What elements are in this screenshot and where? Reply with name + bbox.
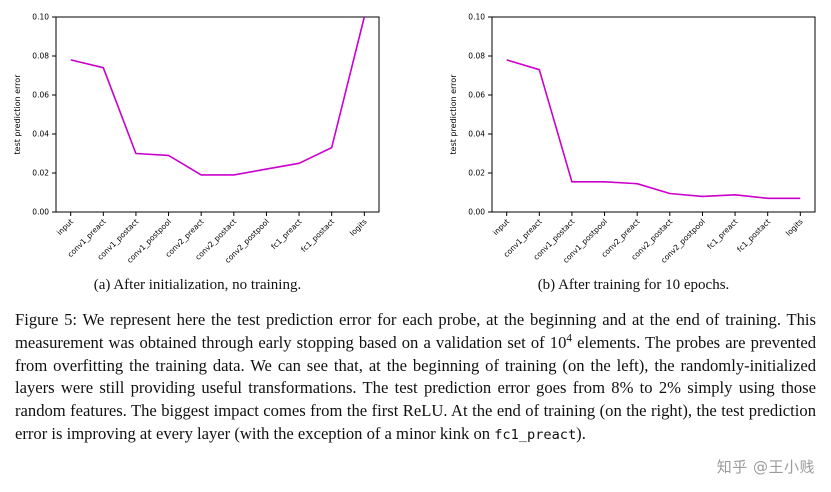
y-tick-label: 0.10 [32,13,49,22]
paper-figure-page: 0.00 0.02 0.04 0.06 0.08 0.10 input conv1_preac… [8,8,823,476]
x-tick-label: input [491,217,511,237]
y-tick-label: 0.06 [32,91,49,100]
x-tick-label: logits [347,217,368,238]
x-tick-label: fc1_postact [299,217,336,254]
y-tick-label: 0.00 [468,208,485,217]
x-tick-label: fc1_preact [705,217,739,251]
plot-border [491,16,815,213]
charts-row: 0.00 0.02 0.04 0.06 0.08 0.10 input conv1_preac… [8,8,823,294]
caption-segment: Figure 5: We represent here the test pre… [15,310,816,352]
y-tick-label: 0.08 [32,52,49,61]
y-tick-label: 0.08 [468,52,485,61]
y-tick-label: 0.06 [468,91,485,100]
caption-segment: elements. The probes are prevented from … [15,332,816,444]
y-tick-label: 0.02 [468,169,485,178]
caption-segment: fc1_preact [494,427,577,444]
figure-caption: Figure 5: We represent here the test pre… [15,309,816,446]
subcaption-a: (a) After initialization, no training. [93,277,302,293]
watermark: 知乎 @王小贱 [716,458,815,476]
y-tick-label: 0.00 [32,208,49,217]
y-tick-label: 0.10 [468,13,485,22]
test-error-line [70,16,365,176]
x-tick-label: fc1_preact [269,217,303,251]
y-tick-label: 0.02 [32,169,49,178]
y-tick-label: 0.04 [468,130,485,139]
x-tick-label: input [55,217,75,237]
plot-border [55,16,379,213]
test-error-line [505,59,800,200]
subcaption-b: (b) After training for 10 epochs. [537,277,730,293]
chart-a-line-plot: 0.000.020.040.060.080.10inputconv1_preac… [8,8,387,274]
x-tick-label: fc1_postact [735,217,772,254]
caption-segment: 4 [566,332,573,345]
y-tick-label: 0.04 [32,130,49,139]
chart-b-line-plot: 0.000.020.040.060.080.10inputconv1_preac… [444,8,823,274]
y-axis-label: test prediction error [449,74,458,155]
chart-block-b: 0.00 0.02 0.04 0.06 0.08 0.10 input conv1_preac… [444,8,823,294]
caption-segment: ). [576,424,586,444]
chart-block-a: 0.00 0.02 0.04 0.06 0.08 0.10 input conv1_preac… [8,8,387,294]
y-axis-label: test prediction error [13,74,22,155]
x-tick-label: logits [783,217,804,238]
